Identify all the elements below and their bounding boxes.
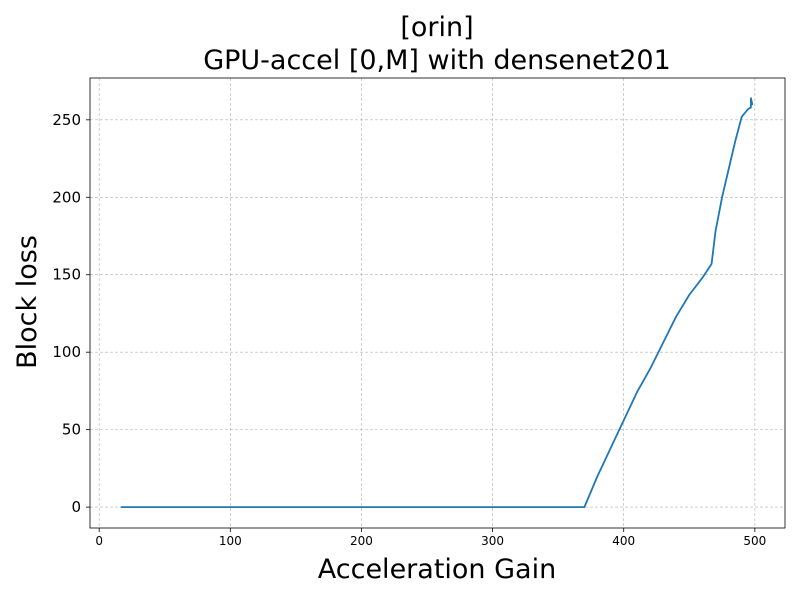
- y-tick-label: 250: [52, 111, 81, 129]
- y-tick-label: 150: [52, 266, 81, 284]
- x-tick-label: 500: [743, 534, 766, 548]
- y-tick-label: 100: [52, 343, 81, 361]
- chart-title-line-1: [orin]: [400, 12, 473, 43]
- chart-title-line-2: GPU-accel [0,M] with densenet201: [203, 45, 671, 76]
- x-tick-label: 400: [612, 534, 635, 548]
- x-tick-label: 300: [481, 534, 504, 548]
- series-layer: [120, 97, 754, 508]
- y-axis-label: Block loss: [12, 235, 43, 369]
- series-line: [120, 97, 754, 508]
- x-tick-label: 200: [350, 534, 373, 548]
- y-tick-label: 200: [52, 188, 81, 206]
- y-tick-label: 50: [62, 421, 81, 439]
- x-axis-label: Acceleration Gain: [318, 554, 556, 585]
- tick-layer: 0 100 200 300 400 500 0 50 100 150 200 250: [52, 111, 766, 548]
- y-tick-label: 0: [71, 498, 81, 516]
- x-tick-label: 0: [95, 534, 103, 548]
- grid-layer: [90, 78, 785, 528]
- plot-frame: [89, 77, 786, 529]
- x-tick-label: 100: [219, 534, 242, 548]
